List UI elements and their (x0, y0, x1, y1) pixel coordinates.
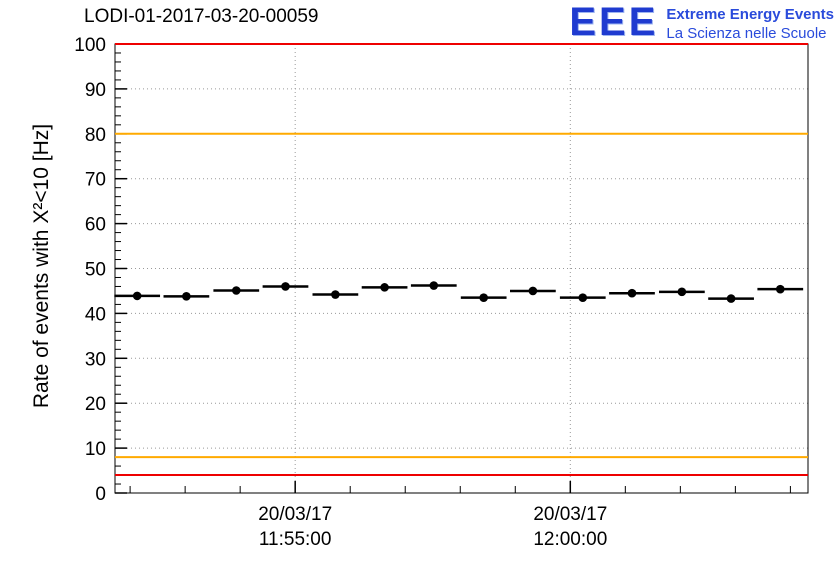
plot-frame (114, 43, 809, 494)
logo-caption-2: La Scienza nelle Scuole (666, 25, 827, 42)
x-tick-label: 11:55:00 (259, 529, 332, 550)
y-tick-label: 20 (85, 394, 106, 415)
x-tick-label: 20/03/17 (258, 504, 332, 525)
data-point (775, 284, 785, 294)
data-point (281, 282, 290, 291)
eee-logo-captions: Extreme Energy Events La Scienza nelle S… (666, 2, 834, 43)
data-point (479, 293, 488, 302)
y-tick-label: 80 (85, 125, 106, 146)
eee-logo: EEE Extreme Energy Events La Scienza nel… (569, 2, 834, 43)
x-tick-label: 20/03/17 (533, 504, 607, 525)
y-tick-label: 90 (85, 80, 106, 101)
data-point (132, 291, 142, 301)
data-point (677, 287, 687, 297)
data-point (726, 294, 736, 303)
y-tick-label: 100 (74, 35, 106, 56)
data-point (182, 292, 191, 301)
y-tick-label: 10 (85, 439, 106, 460)
data-point (627, 288, 637, 298)
data-point (231, 286, 241, 295)
data-point (528, 286, 538, 296)
chart-title: LODI-01-2017-03-20-00059 (84, 6, 319, 27)
data-point (380, 283, 389, 292)
x-tick-label: 12:00:00 (533, 529, 607, 550)
logo-caption-1: Extreme Energy Events (666, 6, 834, 23)
y-tick-label: 60 (85, 215, 106, 236)
y-tick-label: 0 (95, 484, 106, 505)
y-tick-label: 30 (85, 349, 106, 370)
data-point (578, 293, 588, 302)
data-point (429, 281, 439, 290)
data-point (331, 290, 340, 299)
y-tick-label: 40 (85, 304, 106, 325)
y-tick-label: 70 (85, 170, 106, 191)
eee-logo-text: EEE (569, 0, 659, 44)
y-tick-label: 50 (85, 260, 106, 281)
